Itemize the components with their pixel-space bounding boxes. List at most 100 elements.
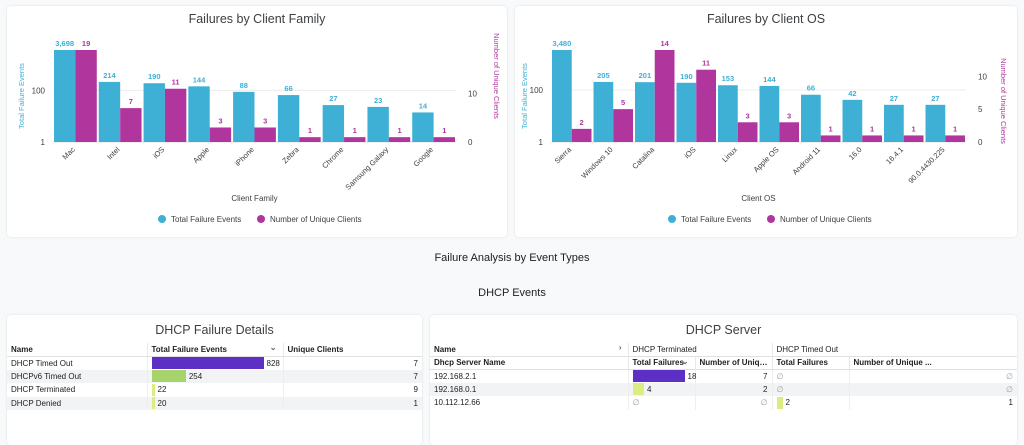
value-bar	[151, 383, 155, 396]
bar-unique-clients	[164, 88, 187, 142]
y-left-tick: 1	[539, 138, 544, 147]
data-label-total: 205	[597, 71, 610, 80]
sort-desc-icon[interactable]: ⌄	[681, 356, 689, 366]
data-label-total: 27	[931, 94, 939, 103]
bar-unique-clients	[571, 128, 592, 142]
y-right-tick: 0	[468, 138, 473, 147]
bar-unique-clients	[299, 137, 321, 142]
y-right-tick: 5	[978, 105, 983, 114]
x-tick-label: Linux	[720, 145, 739, 164]
table-row[interactable]: 192.168.2.1 18 7 ∅ ∅	[430, 369, 1017, 383]
data-label-unique: 14	[660, 39, 669, 48]
x-tick-label: 16.4.1	[884, 145, 905, 166]
total-failures-cell: 2	[771, 396, 849, 410]
x-tick-label: 90.0.4430.225	[906, 145, 946, 185]
server-name: 192.168.0.1	[430, 382, 628, 396]
data-label-unique: 1	[912, 124, 916, 133]
chevron-right-icon[interactable]: ›	[618, 343, 622, 352]
y-left-tick: 100	[530, 86, 544, 95]
data-label-total: 190	[680, 72, 693, 81]
y-right-axis-label: Number of Unique Clients	[999, 58, 1008, 144]
unique-cell: 7	[694, 369, 772, 383]
data-label-unique: 11	[172, 78, 180, 87]
dhcp-failure-details-table: Name Total Failure Events ⌄ Unique Client…	[7, 343, 422, 410]
table-row[interactable]: DHCP Terminated 22 9	[7, 383, 422, 397]
column-header-label: Total Failures	[632, 358, 684, 367]
table-row[interactable]: DHCPv6 Timed Out 254 7	[7, 369, 422, 383]
null-icon: ∅	[1006, 384, 1013, 394]
data-label-unique: 3	[746, 111, 750, 120]
x-tick-label: Samsung Galaxy	[343, 145, 390, 192]
pivot-label: Name	[434, 344, 456, 354]
column-header-name[interactable]: Name	[7, 343, 147, 357]
data-label-unique: 1	[308, 126, 312, 135]
data-label-unique: 5	[621, 98, 625, 107]
client-family-chart: Failures by Client Family 1 100 0 10 Total Fa…	[17, 12, 501, 224]
column-header-terminated-total-failures[interactable]: Total Failures ⌄	[627, 356, 695, 370]
bar-unique-clients	[779, 122, 799, 142]
column-header-total-failure-events[interactable]: Total Failure Events ⌄	[146, 343, 283, 357]
data-label-total: 27	[890, 94, 898, 103]
value-bar	[151, 370, 186, 383]
server-name: 10.112.12.66	[434, 398, 481, 408]
bar-total-failure-events	[801, 94, 821, 142]
bar-unique-clients	[696, 69, 716, 142]
null-icon: ∅	[776, 384, 784, 394]
x-tick-label: iOS	[151, 145, 166, 160]
total-failure-events-cell: 22	[146, 383, 283, 397]
y-left-axis-label: Total Failure Events	[520, 63, 529, 129]
bar-total-failure-events	[54, 50, 76, 142]
data-label-unique: 3	[787, 111, 791, 120]
x-tick-label: Sierra	[553, 144, 574, 165]
column-header-timedout-total-failures[interactable]: Total Failures	[771, 356, 849, 370]
data-label-unique: 11	[702, 59, 710, 68]
legend-swatch-total	[158, 215, 166, 223]
bar-total-failure-events	[233, 91, 255, 142]
total-failure-events-cell: 20	[146, 396, 283, 410]
bar-value: 20	[157, 398, 167, 408]
bar-total-failure-events	[552, 50, 572, 142]
null-icon: ∅	[760, 398, 768, 408]
data-label-unique: 1	[353, 126, 357, 135]
table-row[interactable]: 10.112.12.66 ∅ ∅ 2 1	[430, 396, 1017, 410]
bar-value: 254	[188, 371, 203, 381]
server-name: 192.168.2.1	[434, 371, 477, 381]
x-tick-label: iPhone	[233, 145, 256, 168]
data-label-total: 144	[193, 75, 206, 84]
value-bar	[151, 397, 155, 410]
y-right-tick: 0	[978, 138, 983, 147]
total-failures-cell: ∅	[771, 382, 849, 396]
column-header-terminated-unique[interactable]: Number of Unique ...	[694, 356, 772, 370]
unique-cell: ∅	[848, 369, 1017, 383]
bar-unique-clients	[820, 135, 841, 142]
x-axis-label: Client OS	[741, 194, 775, 203]
bar-unique-clients	[209, 127, 232, 142]
row-name: DHCPv6 Timed Out	[7, 369, 147, 383]
table-row[interactable]: DHCP Denied 20 1	[7, 396, 422, 410]
total-failures-cell: 18	[627, 369, 696, 383]
column-header-timedout-unique[interactable]: Number of Unique ...	[848, 356, 1017, 370]
pivot-header-name[interactable]: Name ›	[430, 343, 628, 357]
bar-unique-clients	[120, 108, 142, 142]
bar-unique-clients	[75, 50, 97, 142]
legend-swatch-unique	[257, 215, 265, 223]
null-icon: ∅	[632, 398, 640, 408]
total-failures-cell: ∅	[627, 396, 695, 410]
bar-value: 4	[647, 384, 652, 394]
bar-unique-clients	[945, 135, 965, 142]
bar-value: 22	[157, 385, 167, 395]
total-failure-events-cell: 828	[146, 356, 283, 370]
unique-cell: ∅	[694, 396, 772, 410]
data-label-total: 88	[240, 81, 248, 90]
sort-desc-icon[interactable]: ⌄	[269, 343, 277, 352]
value-bar	[776, 396, 783, 409]
bar-unique-clients	[433, 137, 455, 142]
column-header-dhcp-server-name[interactable]: Dhcp Server Name	[430, 356, 628, 370]
y-left-axis-label: Total Failure Events	[17, 63, 26, 129]
table-row[interactable]: DHCP Timed Out 828 7	[7, 356, 422, 370]
total-failures-cell: ∅	[771, 369, 849, 383]
x-tick-label: Windows 10	[579, 145, 614, 180]
legend-swatch-unique	[767, 215, 775, 223]
column-header-unique-clients[interactable]: Unique Clients	[282, 343, 422, 357]
table-row[interactable]: 192.168.0.1 4 2 ∅ ∅	[430, 382, 1017, 396]
